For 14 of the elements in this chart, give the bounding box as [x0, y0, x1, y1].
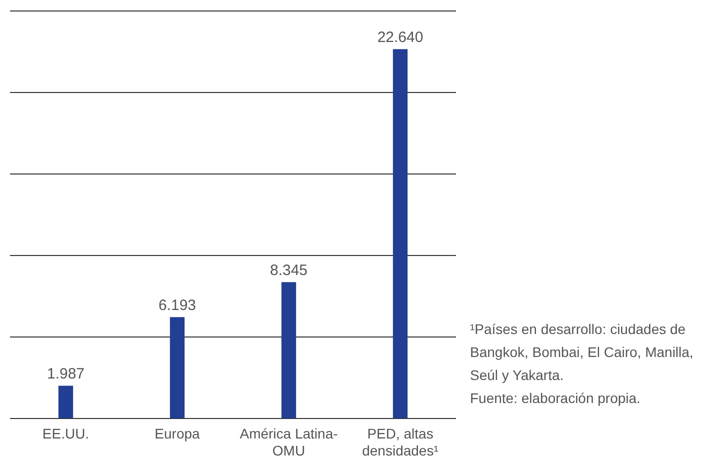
source-note: Fuente: elaboración propia.: [470, 389, 642, 408]
text: ¹Países en desarrollo: ciudades de Bangkok, Bombai, El Cairo, Manilla, Seúl y Yakarta.: [470, 320, 694, 385]
data-label: 22.640: [377, 29, 424, 46]
x-tick-label: América Latina-OMU: [240, 426, 338, 458]
data-label: 1.987: [46, 366, 85, 383]
bar: [170, 317, 185, 418]
x-tick-label: EE.UU.: [42, 426, 90, 442]
data-label: 6.193: [158, 297, 196, 314]
x-tick-label: Europa: [154, 426, 200, 442]
bar: [281, 282, 296, 418]
x-tick-label: PED, altas densidades¹: [362, 426, 439, 458]
bar: [58, 386, 74, 418]
data-label: 8.345: [270, 262, 308, 280]
bar: [392, 49, 408, 418]
